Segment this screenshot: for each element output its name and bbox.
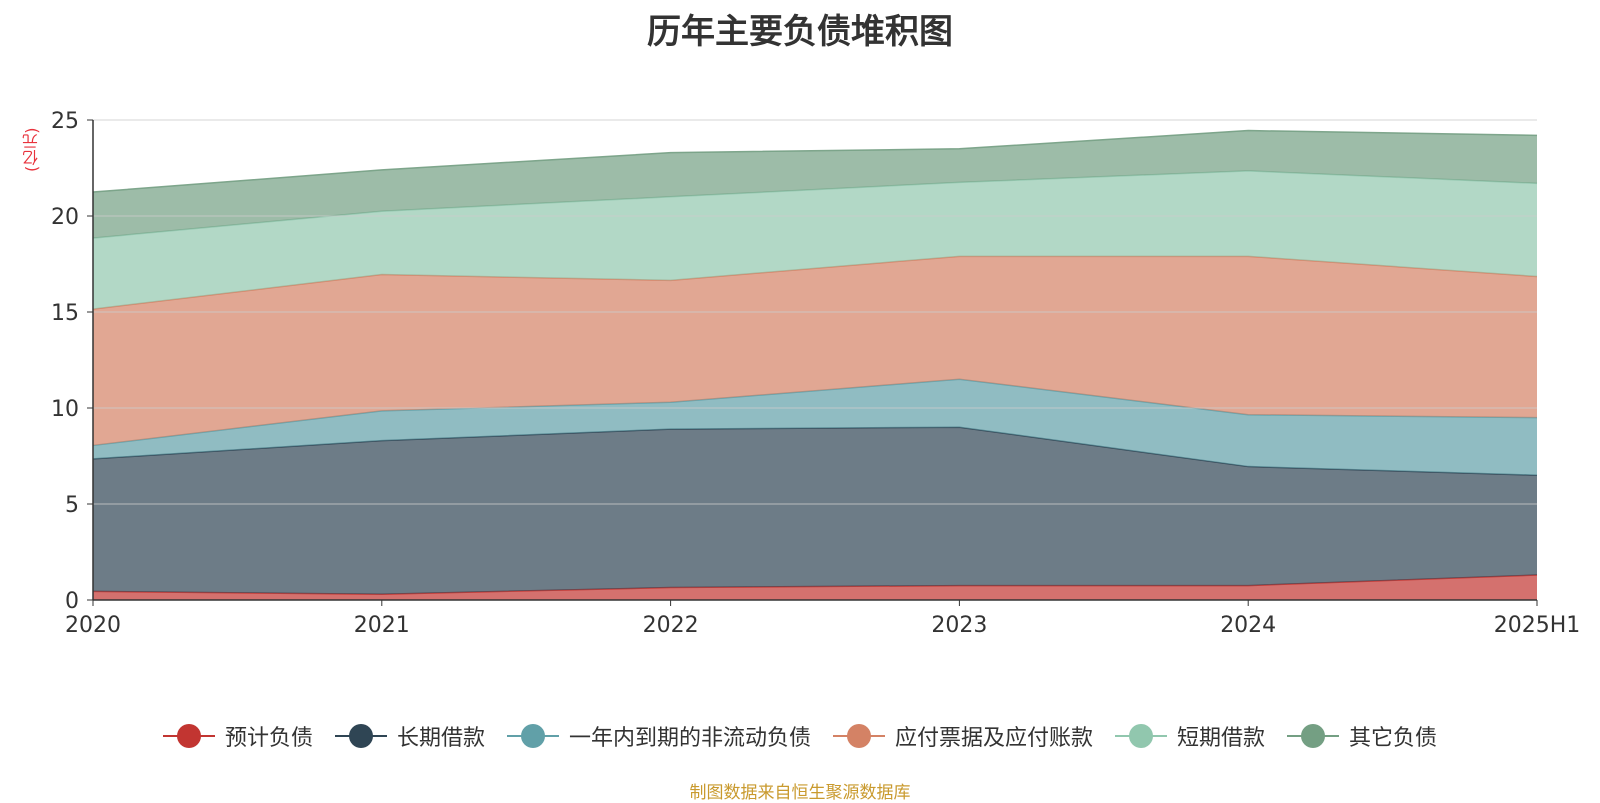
y-tick-label-0: 0 bbox=[65, 589, 79, 614]
legend-marker-dot bbox=[348, 724, 373, 748]
area-series-3 bbox=[93, 256, 1537, 446]
legend-marker-icon bbox=[162, 722, 215, 750]
legend-marker-dot bbox=[176, 724, 201, 748]
legend-marker-dot bbox=[1301, 724, 1326, 748]
legend-item-0[interactable]: 预计负债 bbox=[162, 720, 313, 752]
legend-marker-dot bbox=[1129, 724, 1154, 748]
legend-marker-icon bbox=[1287, 722, 1340, 750]
y-tick-label-5: 5 bbox=[65, 493, 79, 518]
y-tick-label-15: 15 bbox=[51, 301, 79, 326]
line-series-5 bbox=[92, 129, 1538, 193]
legend-marker-icon bbox=[833, 722, 885, 750]
legend-marker-dot bbox=[847, 724, 871, 748]
legend-item-2[interactable]: 一年内到期的非流动负债 bbox=[506, 720, 811, 752]
y-tick-label-20: 20 bbox=[51, 205, 79, 230]
legend-label: 应付票据及应付账款 bbox=[895, 726, 1094, 751]
legend-label: 预计负债 bbox=[224, 726, 313, 751]
legend-item-1[interactable]: 长期借款 bbox=[334, 720, 485, 752]
legend-label: 其它负债 bbox=[1349, 726, 1438, 751]
area-series-1 bbox=[93, 427, 1537, 595]
legend-item-3[interactable]: 应付票据及应付账款 bbox=[833, 720, 1093, 752]
area-series-5 bbox=[93, 130, 1537, 239]
data-source-note: 制图数据来自恒生聚源数据库 bbox=[689, 783, 911, 803]
x-tick-label-0: 2020 bbox=[65, 613, 121, 638]
x-tick-label-3: 2023 bbox=[931, 613, 987, 638]
legend-marker-icon bbox=[506, 722, 559, 750]
legend-marker-icon bbox=[334, 722, 387, 750]
x-tick-label-4: 2024 bbox=[1220, 613, 1276, 638]
y-tick-label-10: 10 bbox=[51, 397, 79, 422]
area-series-0 bbox=[93, 575, 1537, 600]
y-tick-label-25: 25 bbox=[51, 109, 79, 134]
legend-marker-icon bbox=[1115, 722, 1168, 750]
stacked-area-chart: 0 5 10 15 20 25 2020 2021 2022 2023 2024 2025H1 bbox=[51, 109, 1581, 638]
x-tick-label-2: 2022 bbox=[643, 613, 699, 638]
legend-label: 长期借款 bbox=[396, 726, 485, 751]
legend-item-4[interactable]: 短期借款 bbox=[1115, 720, 1265, 752]
legend-item-5[interactable]: 其它负债 bbox=[1287, 720, 1437, 752]
chart-title: 历年主要负债堆积图 bbox=[647, 12, 953, 52]
x-tick-label-1: 2021 bbox=[354, 613, 410, 638]
x-tick-label-5: 2025H1 bbox=[1494, 613, 1581, 638]
legend-marker-dot bbox=[520, 724, 545, 748]
legend-label: 短期借款 bbox=[1177, 726, 1266, 751]
legend: 预计负债 长期借款 一年内到期的非流动负债 应付票据及应付账款 短期借款 其它负债 bbox=[0, 720, 1600, 752]
legend-label: 一年内到期的非流动负债 bbox=[568, 726, 811, 751]
area-series-4 bbox=[93, 170, 1537, 310]
area-series-2 bbox=[93, 379, 1537, 476]
